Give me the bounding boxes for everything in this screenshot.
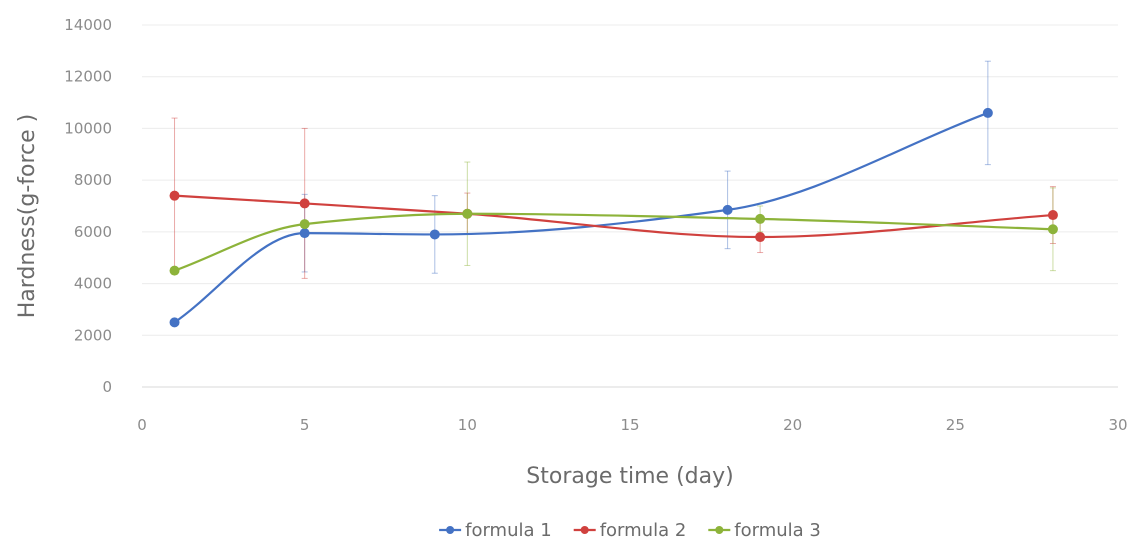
x-axis-title: Storage time (day) [526, 464, 733, 489]
series-line-3 [173, 212, 1055, 272]
data-point [1047, 224, 1058, 235]
x-tick-label: 20 [783, 416, 802, 434]
data-point [462, 208, 473, 219]
y-tick-label: 10000 [64, 119, 112, 137]
error-bars [171, 60, 1056, 279]
data-point [722, 204, 733, 215]
data-point [299, 219, 310, 230]
gridlines [142, 24, 1118, 388]
series-lines [173, 111, 1055, 324]
data-point [299, 228, 310, 239]
data-point [169, 265, 180, 276]
series-line-2 [173, 194, 1055, 239]
data-point [982, 107, 993, 118]
y-tick-label: 14000 [64, 16, 112, 34]
y-tick-label: 2000 [74, 326, 112, 344]
data-point [169, 190, 180, 201]
legend: formula 1 formula 2 formula 3 [439, 520, 821, 541]
legend-label: formula 3 [734, 520, 821, 541]
series-points [169, 107, 1058, 328]
y-axis-title: Hardness(g-force ) [15, 114, 40, 319]
x-tick-label: 25 [946, 416, 965, 434]
y-tick-label: 12000 [64, 68, 112, 86]
y-tick-label: 8000 [74, 171, 112, 189]
x-tick-label: 0 [137, 416, 147, 434]
series-line-1 [173, 111, 989, 324]
data-point [169, 317, 180, 328]
x-tick-label: 10 [458, 416, 477, 434]
legend-marker-dot [446, 526, 455, 534]
data-point [299, 198, 310, 209]
x-tick-label: 5 [300, 416, 310, 434]
data-point [755, 232, 766, 243]
data-point [1047, 210, 1058, 221]
x-tick-label: 30 [1108, 416, 1127, 434]
data-point [755, 213, 766, 224]
x-tick-label: 15 [620, 416, 639, 434]
legend-label: formula 1 [465, 520, 552, 541]
legend-marker-dot [715, 526, 724, 534]
data-point [429, 229, 440, 240]
y-tick-label: 6000 [74, 223, 112, 241]
legend-label: formula 2 [600, 520, 687, 541]
legend-marker-dot [580, 526, 589, 534]
tick-labels: 0 2000 4000 6000 8000 10000 12000 14000 0 5 10 15 20… [64, 16, 1127, 434]
y-tick-label: 0 [102, 378, 112, 396]
y-tick-label: 4000 [74, 275, 112, 293]
